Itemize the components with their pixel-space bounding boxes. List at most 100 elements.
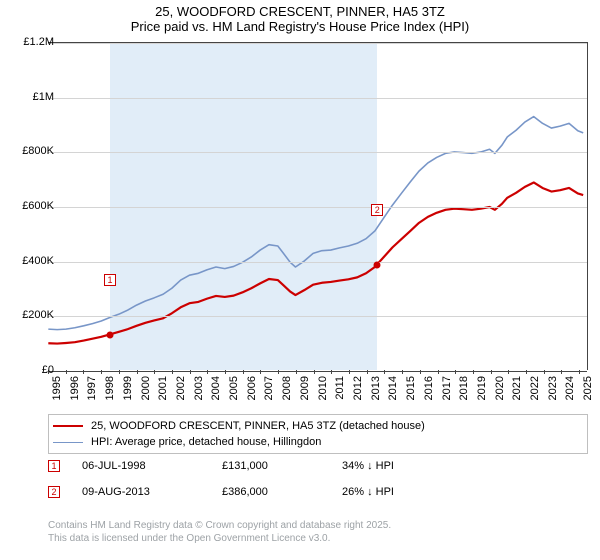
y-axis-label: £600K (12, 200, 54, 212)
y-axis-label: £0 (12, 364, 54, 376)
x-axis-label: 2013 (370, 376, 382, 416)
x-axis-label: 2014 (387, 376, 399, 416)
x-axis-label: 1995 (51, 376, 63, 416)
x-axis-label: 2025 (582, 376, 594, 416)
x-axis-label: 2018 (458, 376, 470, 416)
x-tick (83, 370, 84, 374)
x-tick (119, 370, 120, 374)
sale-date: 09-AUG-2013 (82, 486, 222, 498)
legend-item: 25, WOODFORD CRESCENT, PINNER, HA5 3TZ (… (53, 418, 583, 434)
y-axis-label: £1.2M (12, 36, 54, 48)
footer-line1: Contains HM Land Registry data © Crown c… (48, 520, 391, 533)
sale-delta: 26% ↓ HPI (342, 486, 492, 498)
gridline (48, 207, 587, 208)
x-axis-label: 2019 (476, 376, 488, 416)
legend-box: 25, WOODFORD CRESCENT, PINNER, HA5 3TZ (… (48, 414, 588, 454)
x-axis-label: 2001 (157, 376, 169, 416)
x-axis-label: 2012 (352, 376, 364, 416)
chart-title: 25, WOODFORD CRESCENT, PINNER, HA5 3TZ P… (0, 0, 600, 36)
sale-marker-dot (374, 262, 381, 269)
x-tick (473, 370, 474, 374)
sale-date: 06-JUL-1998 (82, 460, 222, 472)
x-tick (331, 370, 332, 374)
gridline (48, 262, 587, 263)
x-tick (508, 370, 509, 374)
x-axis-label: 2009 (299, 376, 311, 416)
x-tick (367, 370, 368, 374)
x-axis-label: 2010 (317, 376, 329, 416)
x-tick (349, 370, 350, 374)
sale-price: £386,000 (222, 486, 342, 498)
x-axis-label: 2023 (547, 376, 559, 416)
x-tick (66, 370, 67, 374)
y-axis-label: £200K (12, 309, 54, 321)
title-address: 25, WOODFORD CRESCENT, PINNER, HA5 3TZ (0, 4, 600, 19)
x-axis-label: 2000 (140, 376, 152, 416)
x-tick (438, 370, 439, 374)
x-axis-label: 1998 (104, 376, 116, 416)
sale-marker-label: 1 (104, 274, 116, 286)
x-axis-label: 1997 (86, 376, 98, 416)
x-tick (296, 370, 297, 374)
x-axis-label: 2011 (334, 376, 346, 416)
x-tick (243, 370, 244, 374)
sale-price: £131,000 (222, 460, 342, 472)
x-axis-label: 2016 (423, 376, 435, 416)
x-axis-label: 2003 (193, 376, 205, 416)
x-tick (402, 370, 403, 374)
gridline (48, 371, 587, 372)
legend-label: 25, WOODFORD CRESCENT, PINNER, HA5 3TZ (… (91, 420, 425, 432)
title-subtitle: Price paid vs. HM Land Registry's House … (0, 19, 600, 34)
sale-row-marker: 2 (48, 486, 60, 498)
x-tick (172, 370, 173, 374)
x-axis-label: 2006 (246, 376, 258, 416)
y-axis-label: £1M (12, 91, 54, 103)
sale-row: 1 06-JUL-1998£131,00034% ↓ HPI (48, 460, 492, 472)
x-axis-label: 2008 (281, 376, 293, 416)
x-axis-label: 2004 (210, 376, 222, 416)
x-tick (190, 370, 191, 374)
x-tick (154, 370, 155, 374)
x-tick (561, 370, 562, 374)
legend-item: HPI: Average price, detached house, Hill… (53, 434, 583, 450)
x-tick (207, 370, 208, 374)
x-tick (544, 370, 545, 374)
sale-marker-dot (106, 332, 113, 339)
sale-row-marker: 1 (48, 460, 60, 472)
x-tick (420, 370, 421, 374)
sale-delta: 34% ↓ HPI (342, 460, 492, 472)
x-tick (491, 370, 492, 374)
x-axis-label: 2021 (511, 376, 523, 416)
gridline (48, 152, 587, 153)
x-tick (225, 370, 226, 374)
sale-row: 2 09-AUG-2013£386,00026% ↓ HPI (48, 486, 492, 498)
gridline (48, 43, 587, 44)
x-axis-label: 2022 (529, 376, 541, 416)
series-hpi-line (48, 117, 583, 330)
x-tick (278, 370, 279, 374)
x-tick (455, 370, 456, 374)
x-tick (314, 370, 315, 374)
x-tick (260, 370, 261, 374)
x-tick (384, 370, 385, 374)
x-tick (137, 370, 138, 374)
x-axis-label: 2020 (494, 376, 506, 416)
x-axis-label: 1999 (122, 376, 134, 416)
footer-line2: This data is licensed under the Open Gov… (48, 533, 391, 546)
x-tick (526, 370, 527, 374)
x-axis-label: 2002 (175, 376, 187, 416)
footer-attribution: Contains HM Land Registry data © Crown c… (48, 520, 391, 545)
legend-swatch (53, 425, 83, 427)
x-axis-label: 2017 (441, 376, 453, 416)
sale-marker-label: 2 (371, 204, 383, 216)
legend-swatch (53, 442, 83, 443)
x-tick (579, 370, 580, 374)
y-axis-label: £400K (12, 255, 54, 267)
gridline (48, 316, 587, 317)
x-axis-label: 2007 (263, 376, 275, 416)
x-axis-label: 2015 (405, 376, 417, 416)
chart-container: 25, WOODFORD CRESCENT, PINNER, HA5 3TZ P… (0, 0, 600, 560)
x-axis-label: 2005 (228, 376, 240, 416)
legend-label: HPI: Average price, detached house, Hill… (91, 436, 321, 448)
x-tick (101, 370, 102, 374)
